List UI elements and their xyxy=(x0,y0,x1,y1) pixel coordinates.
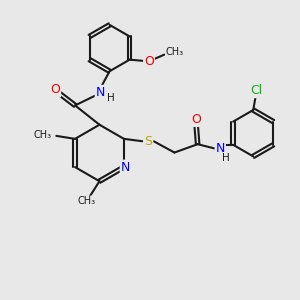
Text: CH₃: CH₃ xyxy=(33,130,51,140)
Text: O: O xyxy=(191,113,201,126)
Text: CH₃: CH₃ xyxy=(77,196,95,206)
Text: Cl: Cl xyxy=(251,84,263,97)
Text: O: O xyxy=(144,55,154,68)
Text: H: H xyxy=(222,154,230,164)
Text: O: O xyxy=(50,83,60,97)
Text: H: H xyxy=(107,93,115,103)
Text: N: N xyxy=(215,142,225,155)
Text: S: S xyxy=(144,135,152,148)
Text: N: N xyxy=(121,160,130,174)
Text: N: N xyxy=(96,86,105,99)
Text: CH₃: CH₃ xyxy=(166,47,184,57)
